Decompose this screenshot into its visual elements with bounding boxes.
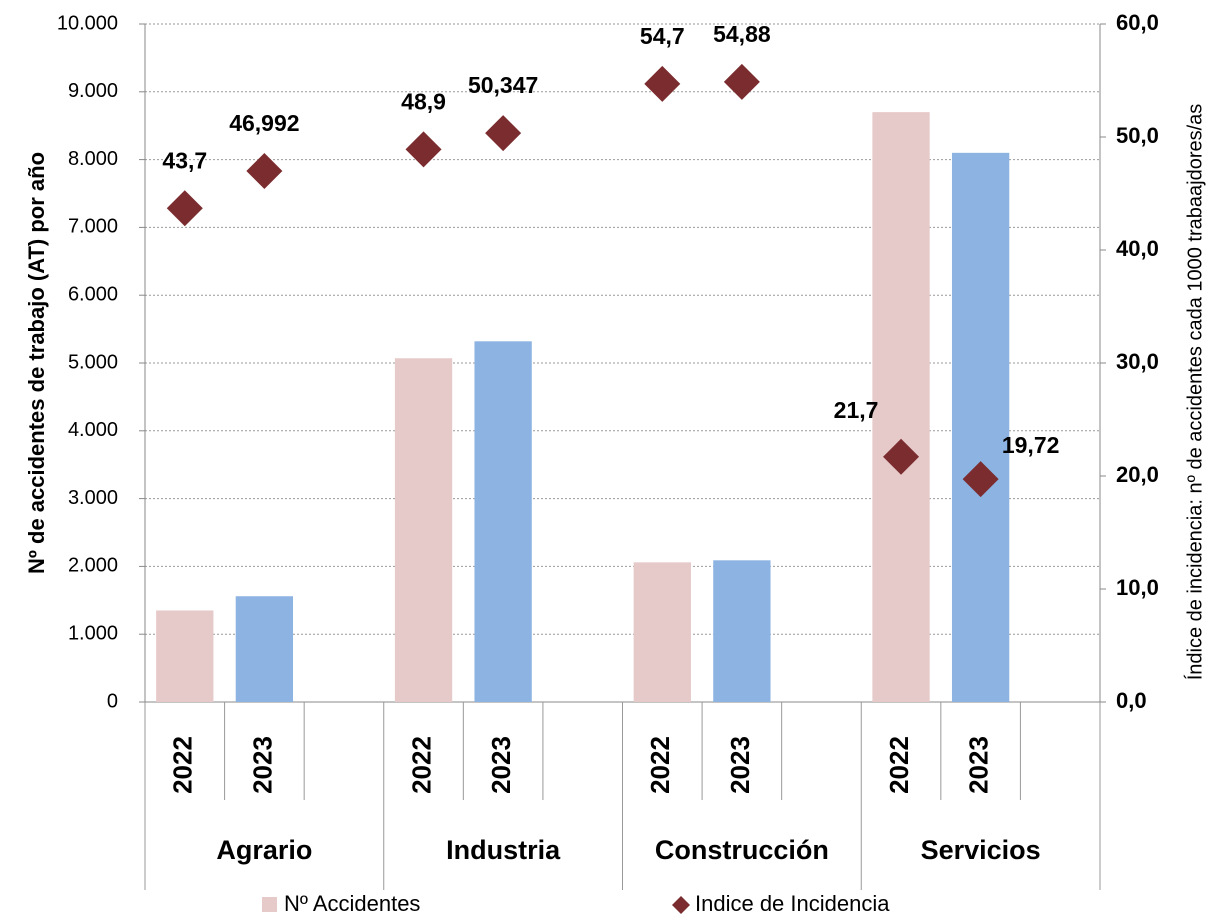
y-tick-label: 3.000 bbox=[68, 487, 118, 509]
group-label: Industria bbox=[446, 835, 561, 865]
x-tick-label: 2023 bbox=[486, 736, 516, 794]
bar bbox=[713, 560, 771, 702]
x-tick-label: 2023 bbox=[247, 736, 277, 794]
legend-label: Indice de Incidencia bbox=[695, 891, 890, 916]
y2-tick-label: 10,0 bbox=[1116, 575, 1159, 600]
y2-tick-label: 30,0 bbox=[1116, 349, 1159, 374]
diamond-marker bbox=[246, 152, 283, 189]
y-axis-title: Nº de accidentes de trabajo (AT) por año bbox=[24, 152, 49, 574]
x-tick-label: 2023 bbox=[725, 736, 755, 794]
y2-tick-label: 40,0 bbox=[1116, 236, 1159, 261]
y2-tick-label: 20,0 bbox=[1116, 462, 1159, 487]
diamond-marker bbox=[962, 461, 999, 498]
data-label: 43,7 bbox=[162, 147, 207, 173]
diamond-marker bbox=[723, 63, 760, 100]
data-label: 46,992 bbox=[229, 110, 299, 136]
data-label: 54,88 bbox=[713, 21, 771, 47]
bar bbox=[872, 112, 930, 702]
bar bbox=[156, 610, 214, 702]
y-tick-label: 10.000 bbox=[57, 12, 118, 34]
bar bbox=[474, 341, 532, 702]
group-label: Construcción bbox=[655, 835, 829, 865]
x-tick-label: 2022 bbox=[168, 736, 198, 794]
x-tick-label: 2022 bbox=[645, 736, 675, 794]
y-tick-label: 2.000 bbox=[68, 555, 118, 577]
y2-tick-label: 60,0 bbox=[1116, 10, 1159, 35]
data-label: 21,7 bbox=[834, 397, 879, 423]
data-label: 50,347 bbox=[468, 72, 538, 98]
diamond-marker bbox=[485, 115, 522, 152]
bar bbox=[951, 152, 1010, 702]
diamond-marker bbox=[883, 438, 920, 475]
data-label: 54,7 bbox=[640, 23, 685, 49]
y-tick-label: 0 bbox=[107, 690, 118, 712]
y-tick-label: 9.000 bbox=[68, 80, 118, 102]
diamond-marker bbox=[166, 190, 203, 227]
diamond-marker bbox=[644, 65, 681, 102]
bar bbox=[394, 358, 453, 702]
y-tick-label: 6.000 bbox=[68, 283, 118, 305]
group-label: Agrario bbox=[216, 835, 312, 865]
y2-tick-label: 0,0 bbox=[1116, 688, 1147, 713]
y2-axis-title: Índice de incidencia: nº de accidentes c… bbox=[1183, 104, 1206, 681]
data-label: 48,9 bbox=[401, 89, 446, 115]
legend-label: Nº Accidentes bbox=[284, 891, 420, 916]
diamond-marker bbox=[405, 131, 442, 168]
legend-swatch bbox=[262, 897, 277, 912]
y-tick-label: 8.000 bbox=[68, 148, 118, 170]
y-tick-label: 1.000 bbox=[68, 622, 118, 644]
bar bbox=[633, 562, 691, 702]
x-tick-label: 2023 bbox=[964, 736, 994, 794]
y-tick-label: 7.000 bbox=[68, 216, 118, 238]
x-tick-label: 2022 bbox=[884, 736, 914, 794]
y-tick-label: 5.000 bbox=[68, 351, 118, 373]
group-label: Servicios bbox=[921, 835, 1041, 865]
y-tick-label: 4.000 bbox=[68, 419, 118, 441]
bar bbox=[235, 596, 294, 702]
y2-tick-label: 50,0 bbox=[1116, 123, 1159, 148]
legend-swatch bbox=[672, 896, 690, 914]
x-tick-label: 2022 bbox=[406, 736, 436, 794]
data-label: 19,72 bbox=[1002, 432, 1060, 458]
